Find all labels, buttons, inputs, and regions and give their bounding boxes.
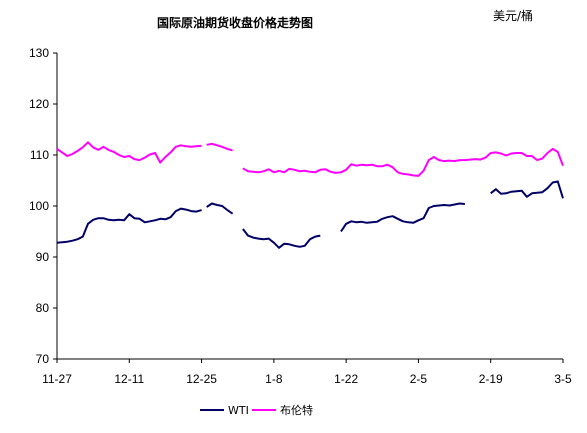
unit-label: 美元/桶 — [493, 8, 533, 23]
x-tick-label: 1-22 — [334, 372, 358, 386]
x-tick-label: 2-5 — [410, 372, 428, 386]
x-tick-label: 1-8 — [265, 372, 283, 386]
x-tick-label: 3-5 — [554, 372, 572, 386]
x-tick-label: 12-11 — [114, 372, 144, 386]
y-tick-label: 80 — [36, 301, 50, 315]
y-tick-label: 110 — [30, 148, 49, 162]
x-tick-label: 12-25 — [186, 372, 217, 386]
y-tick-label: 130 — [29, 46, 49, 60]
series-line-segment — [56, 141, 202, 164]
y-tick-label: 90 — [36, 250, 50, 264]
series-line-segment — [206, 202, 234, 215]
series-brent — [56, 141, 564, 177]
y-tick-label: 70 — [36, 352, 50, 366]
series-wti — [56, 180, 564, 249]
series-layer — [56, 141, 564, 249]
x-tick-label: 2-19 — [479, 372, 503, 386]
series-line-segment — [56, 207, 202, 244]
chart-title: 国际原油期货收盘价格走势图 — [157, 15, 313, 30]
legend: WTI 布伦特 — [200, 403, 313, 417]
legend-label-wti: WTI — [228, 404, 249, 417]
x-tick-label: 11-27 — [42, 372, 72, 386]
series-line-segment — [490, 180, 564, 199]
legend-label-brent: 布伦特 — [280, 403, 313, 417]
series-line-segment — [340, 202, 465, 233]
x-axis: 11-27 12-11 12-25 1-8 1-22 2-5 2-19 3-5 — [42, 358, 572, 386]
y-tick-label: 100 — [29, 199, 49, 213]
y-tick-label: 120 — [29, 97, 49, 111]
series-line-segment — [242, 228, 321, 249]
y-axis: 70 80 90 100 110 120 130 — [29, 46, 58, 366]
series-line-segment — [242, 147, 564, 177]
series-line-segment — [206, 142, 233, 152]
